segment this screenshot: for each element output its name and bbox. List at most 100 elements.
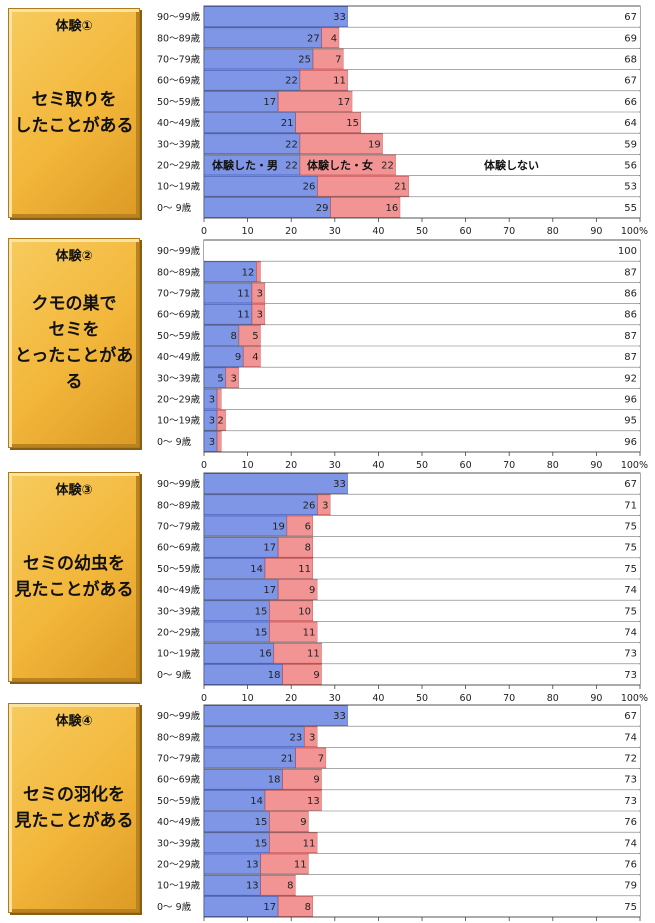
data-label-female: 6 <box>305 522 311 533</box>
data-label-none: 73 <box>624 775 637 786</box>
data-label-female: 5 <box>252 331 258 342</box>
category-label: 50～59歳 <box>157 330 201 342</box>
category-label: 70～79歳 <box>157 521 201 533</box>
x-tick-label: 0 <box>201 693 207 704</box>
experience-panel-3: 体験③ セミの幼虫を 見たことがある <box>8 472 140 682</box>
category-label: 10～19歳 <box>157 181 201 193</box>
data-label-female: 2 <box>217 416 223 427</box>
category-label: 50～59歳 <box>157 96 201 108</box>
bar-none <box>260 325 640 346</box>
legend-female: 体験した・女 <box>307 158 373 172</box>
data-label-male: 9 <box>235 352 241 363</box>
data-label-none: 66 <box>624 97 637 108</box>
data-label-female: 8 <box>287 881 293 892</box>
bar-male <box>203 494 318 516</box>
category-label: 80～89歳 <box>157 731 201 743</box>
panel-title: セミの羽化を 見たことがある <box>14 785 134 831</box>
x-tick-label: 80 <box>547 693 559 704</box>
x-tick-label: 60 <box>460 693 472 704</box>
data-label-male: 33 <box>333 479 346 490</box>
data-label-none: 79 <box>624 881 637 892</box>
data-label-none: 73 <box>624 670 637 681</box>
category-label: 20～29歳 <box>157 394 201 406</box>
data-label-male: 27 <box>307 33 320 44</box>
bar-none <box>347 70 640 91</box>
category-label: 60～69歳 <box>157 774 201 786</box>
x-tick-label: 100% <box>621 226 648 237</box>
category-label: 20～29歳 <box>157 160 201 172</box>
bar-none <box>313 600 640 621</box>
data-label-none: 87 <box>624 352 637 363</box>
data-label-male: 22 <box>285 139 298 150</box>
bar-none <box>352 91 640 112</box>
data-label-male: 22 <box>285 161 298 172</box>
data-label-female: 19 <box>368 139 381 150</box>
data-label-male: 17 <box>263 585 276 596</box>
data-label-female: 15 <box>346 118 359 129</box>
bar-none <box>221 431 640 452</box>
data-label-none: 55 <box>624 203 637 214</box>
bar-none <box>360 112 640 133</box>
x-tick-label: 20 <box>285 460 297 471</box>
data-label-male: 12 <box>242 267 255 278</box>
x-tick-label: 30 <box>329 226 341 237</box>
data-label-male: 15 <box>255 817 268 828</box>
legend-male: 体験した・男 <box>212 158 278 172</box>
bar-female <box>216 431 222 452</box>
data-label-male: 18 <box>268 775 281 786</box>
bar-female <box>260 853 309 875</box>
category-label: 30～39歳 <box>157 138 201 150</box>
data-label-none: 64 <box>624 118 637 129</box>
data-label-female: 9 <box>313 775 319 786</box>
x-tick-label: 40 <box>372 693 384 704</box>
experience-panel-1: 体験① セミ取りを したことがある <box>8 8 140 218</box>
bar-male <box>203 197 331 218</box>
bar-female <box>317 175 410 197</box>
bar-none <box>260 346 640 367</box>
data-label-none: 96 <box>624 437 637 448</box>
data-label-male: 17 <box>263 97 276 108</box>
data-label-male: 17 <box>263 902 276 913</box>
data-label-male: 3 <box>209 395 215 406</box>
bar-male <box>203 48 314 70</box>
bar-none <box>260 261 640 282</box>
category-label: 90～99歳 <box>157 478 201 490</box>
data-label-none: 76 <box>624 817 637 828</box>
data-label-female: 21 <box>394 182 407 193</box>
bar-none <box>326 748 640 768</box>
category-label: 10～19歳 <box>157 648 201 660</box>
category-label: 60～69歳 <box>157 75 201 87</box>
data-label-none: 56 <box>624 161 637 172</box>
bar-none <box>295 875 640 896</box>
data-label-male: 16 <box>259 649 272 660</box>
bar-none <box>313 516 640 536</box>
data-label-none: 53 <box>624 182 637 193</box>
bar-none <box>347 705 640 726</box>
bar-male <box>203 6 349 27</box>
bar-male <box>203 27 323 49</box>
data-label-male: 15 <box>255 606 268 617</box>
data-label-none: 67 <box>624 76 637 87</box>
bar-male <box>203 473 349 494</box>
data-label-male: 8 <box>231 331 237 342</box>
bar-none <box>317 622 640 642</box>
x-tick-label: 30 <box>329 460 341 471</box>
x-tick-label: 90 <box>590 226 602 237</box>
data-label-female: 17 <box>338 97 351 108</box>
data-label-none: 71 <box>624 500 637 511</box>
category-label: 50～59歳 <box>157 563 201 575</box>
data-label-male: 14 <box>250 564 263 575</box>
data-label-male: 14 <box>250 796 263 807</box>
bar-none <box>313 558 640 579</box>
data-label-female: 9 <box>309 585 315 596</box>
x-tick-label: 70 <box>503 693 515 704</box>
data-label-female: 9 <box>300 817 306 828</box>
data-label-female: 22 <box>381 161 394 172</box>
x-tick-label: 70 <box>503 460 515 471</box>
bar-none <box>321 643 640 664</box>
x-tick-label: 10 <box>242 226 254 237</box>
data-label-female: 3 <box>257 289 263 300</box>
data-label-none: 75 <box>624 564 637 575</box>
category-label: 0～ 9歳 <box>157 669 192 681</box>
